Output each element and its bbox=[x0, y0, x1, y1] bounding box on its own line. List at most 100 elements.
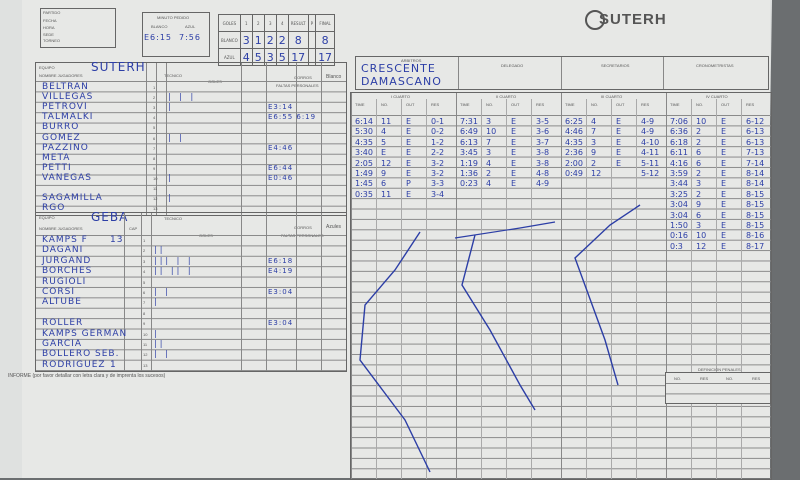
divider bbox=[741, 99, 742, 479]
player-number: 9 bbox=[143, 321, 146, 327]
event-cell: 12 bbox=[696, 241, 707, 251]
event-cell: 3:04 bbox=[670, 200, 688, 210]
event-cell: 4 bbox=[486, 158, 492, 168]
event-cell: 8-15 bbox=[746, 189, 765, 199]
event-cell: 3 bbox=[696, 221, 702, 230]
event-cell: 0:16 bbox=[670, 231, 688, 241]
event-cell: 3:40 bbox=[355, 148, 373, 158]
penales-label: DEFINICION PENALES bbox=[698, 367, 741, 372]
divider bbox=[663, 57, 664, 89]
player-name: PETROVI bbox=[42, 102, 88, 113]
player-number: 6 bbox=[143, 290, 146, 295]
col-label: AZUL bbox=[185, 24, 196, 29]
player-name: BURRO bbox=[42, 122, 80, 133]
tecnico-label: TECNICO bbox=[164, 216, 182, 221]
event-cell: 2 bbox=[696, 189, 702, 199]
divider bbox=[561, 93, 562, 479]
col-label: TIME bbox=[670, 102, 680, 107]
divider bbox=[716, 99, 717, 479]
event-cell: 8-15 bbox=[746, 200, 765, 210]
player-number: 3 bbox=[153, 105, 156, 111]
divider bbox=[124, 213, 125, 371]
col-label: RES bbox=[700, 376, 709, 381]
logo-circle-icon bbox=[585, 10, 605, 30]
player-fouls: E3:04 bbox=[268, 288, 294, 296]
player-name: KAMPS F bbox=[42, 235, 88, 245]
player-name: VANEGAS bbox=[42, 172, 93, 183]
col-label: No. bbox=[696, 102, 704, 107]
player-name: KAMPS GERMAN bbox=[42, 328, 128, 339]
player-goals: | | bbox=[154, 349, 171, 359]
event-cell: E bbox=[616, 127, 622, 137]
event-cell: 11 bbox=[381, 189, 392, 199]
event-cell: 0:3 bbox=[670, 241, 683, 251]
player-name: RUGIOLI bbox=[42, 276, 87, 287]
player-goals: || bbox=[154, 245, 166, 255]
event-cell: 3-2 bbox=[431, 169, 445, 178]
divider bbox=[376, 99, 377, 479]
event-cell: 4-8 bbox=[536, 169, 550, 178]
gorros-label: GORROS bbox=[294, 225, 312, 230]
event-cell: 9 bbox=[381, 169, 387, 178]
team-white-table: EQUIPO SUTERH TECNICO GORROS Blanco NOMB… bbox=[35, 60, 347, 216]
event-cell: E bbox=[406, 117, 412, 126]
event-cell: 6 bbox=[696, 210, 702, 220]
event-cell: 4 bbox=[591, 117, 597, 126]
event-cell: 0:35 bbox=[355, 189, 373, 199]
player-number: 10 bbox=[143, 331, 148, 337]
player-goals: | bbox=[154, 297, 160, 307]
divider bbox=[531, 99, 532, 479]
player-name: TALMALKI bbox=[42, 112, 94, 123]
event-cell: 4-10 bbox=[641, 137, 660, 147]
grid-lines bbox=[666, 383, 770, 403]
player-cap: 13 bbox=[110, 235, 124, 245]
event-cell: E bbox=[721, 148, 727, 158]
event-cell: 6-13 bbox=[746, 127, 765, 137]
divider bbox=[141, 213, 142, 371]
event-cell: 8-16 bbox=[746, 231, 765, 241]
player-number: 3 bbox=[143, 258, 146, 264]
event-cell: 6:25 bbox=[565, 117, 583, 126]
player-number: 12 bbox=[153, 196, 158, 202]
minuto-pedido-azul: 7:56 bbox=[179, 33, 201, 42]
cronometristas-label: CRONOMETRISTAS bbox=[696, 63, 734, 68]
event-cell: E bbox=[406, 189, 412, 199]
player-name: CORSI bbox=[42, 287, 75, 297]
player-number: 1 bbox=[153, 85, 156, 90]
grid-lines bbox=[36, 81, 346, 215]
players-label: NOMBRE JUGADORES bbox=[39, 73, 83, 78]
event-cell: 6:11 bbox=[670, 148, 688, 158]
event-cell: 10 bbox=[696, 231, 707, 241]
player-name: BELTRAN bbox=[42, 82, 89, 92]
player-number: 13 bbox=[143, 362, 148, 368]
divider bbox=[666, 93, 667, 479]
event-cell: E bbox=[511, 158, 517, 168]
field-label: HORA bbox=[43, 25, 55, 30]
event-cell: 3-8 bbox=[536, 158, 550, 168]
event-cell: 2:05 bbox=[355, 158, 373, 168]
logo-text: SUTERH bbox=[599, 10, 667, 28]
player-name: GOMEZ bbox=[42, 132, 81, 143]
event-cell: 7-14 bbox=[746, 158, 765, 168]
player-name: DAGANI bbox=[42, 245, 84, 256]
col-label: BLANCO bbox=[151, 24, 168, 29]
tecnico-label: TECNICO bbox=[164, 73, 182, 78]
event-cell: 6-12 bbox=[746, 117, 765, 126]
divider bbox=[636, 99, 637, 479]
event-cell: 3-2 bbox=[431, 158, 445, 168]
event-cell: 3:04 bbox=[670, 210, 688, 220]
player-number: 1 bbox=[143, 238, 146, 243]
event-cell: 2:00 bbox=[565, 158, 583, 168]
divider bbox=[266, 213, 267, 371]
player-goals: | bbox=[168, 172, 174, 182]
strike-line-q2b bbox=[454, 221, 556, 239]
grid-lines bbox=[36, 235, 346, 371]
col-label: No. bbox=[591, 102, 599, 107]
event-cell: 2:36 bbox=[565, 148, 583, 158]
event-cell: 6:36 bbox=[670, 127, 688, 137]
player-fouls: E6:18 bbox=[268, 256, 294, 265]
event-cell: 3:45 bbox=[460, 148, 478, 158]
divider bbox=[691, 99, 692, 479]
event-cell: 0-2 bbox=[431, 127, 445, 137]
